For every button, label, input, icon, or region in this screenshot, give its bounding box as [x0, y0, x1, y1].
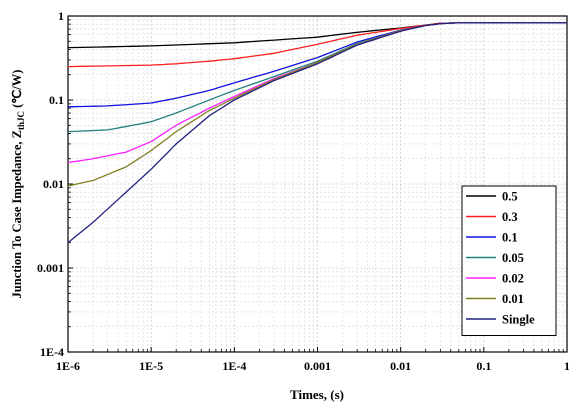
x-tick-label: 1E-4 — [222, 359, 246, 373]
legend-label: 0.1 — [502, 231, 518, 245]
grid — [68, 16, 567, 352]
y-tick-label: 1E-4 — [40, 345, 64, 359]
axes: 1E-6 1E-5 1E-4 0.001 0.01 0.1 11E-40.0010.010.… — [37, 9, 569, 373]
legend-label: 0.3 — [502, 210, 518, 224]
y-axis-label-unit: (℃/W) — [10, 70, 24, 111]
x-tick-label: 0.01 — [390, 359, 411, 373]
series-line-single — [67, 22, 567, 244]
x-tick-label: 1E-5 — [139, 359, 163, 373]
legend-label: 0.02 — [502, 272, 524, 286]
legend-label: Single — [502, 313, 535, 327]
legend-label: 0.01 — [502, 292, 524, 306]
y-tick-label: 1 — [58, 9, 64, 23]
x-tick-label: 1 — [564, 359, 569, 373]
legend-label: 0.05 — [502, 251, 524, 265]
x-axis-label: Times, (s) — [290, 387, 344, 402]
y-axis-label: Junction To Case Impedance, ZthJC (℃/W) — [10, 70, 26, 299]
legend: 0.5 0.3 0.1 0.05 0.02 0.01 Single — [461, 185, 557, 336]
x-tick-label: 0.1 — [476, 359, 491, 373]
y-axis-label-subscript: thJC — [16, 111, 26, 130]
legend-label: 0.5 — [502, 190, 518, 204]
y-axis-label-main: Junction To Case Impedance, Z — [10, 130, 24, 298]
y-tick-label: 0.001 — [37, 261, 64, 275]
legend-box — [461, 185, 557, 336]
y-tick-label: 0.1 — [49, 93, 64, 107]
series — [67, 22, 567, 244]
y-tick-label: 0.01 — [43, 177, 64, 191]
x-tick-label: 0.001 — [304, 359, 331, 373]
x-tick-label: 1E-6 — [56, 359, 80, 373]
